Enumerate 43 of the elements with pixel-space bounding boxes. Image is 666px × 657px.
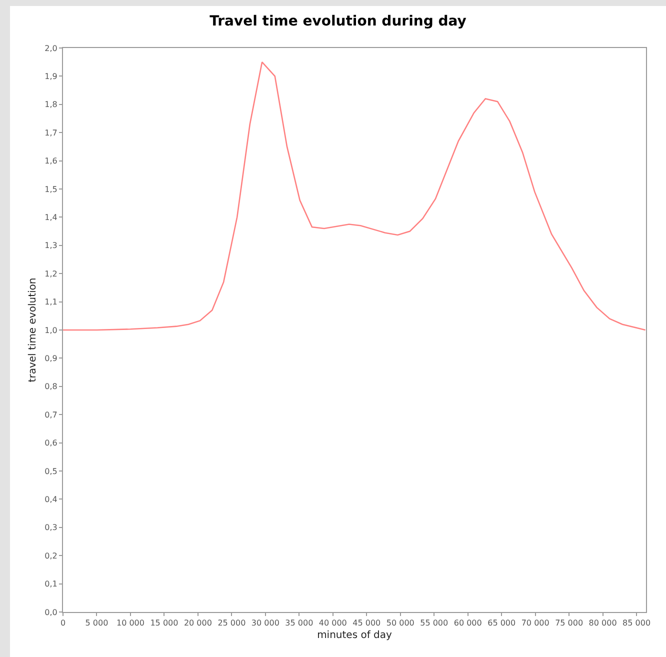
y-tick-label: 1,7: [44, 128, 58, 138]
y-tick-label: 1,0: [44, 326, 58, 335]
x-tick-label: 15 000: [150, 618, 178, 628]
x-tick-label: 80 000: [588, 618, 617, 628]
x-tick-label: 10 000: [116, 618, 144, 628]
line-series: [63, 61, 646, 331]
y-tick-label: 0,8: [44, 382, 58, 392]
y-tick-label: 1,9: [44, 72, 58, 81]
y-tick-label: 0,2: [44, 551, 58, 560]
x-tick-label: 55 000: [420, 618, 448, 628]
x-tick-label: 20 000: [184, 618, 212, 628]
x-tick-label: 0: [60, 618, 66, 628]
y-tick-label: 0,4: [44, 495, 58, 504]
y-tick-label: 1,1: [44, 298, 58, 307]
y-tick-label: 0,3: [44, 523, 58, 532]
y-tick-label: 1,6: [44, 156, 58, 166]
x-axis-title: minutes of day: [317, 630, 392, 642]
x-tick-label: 30 000: [251, 618, 280, 628]
y-tick-label: 2,0: [44, 44, 58, 53]
y-tick-label: 0,7: [44, 410, 58, 420]
y-tick-label: 1,8: [44, 100, 58, 110]
y-tick-label: 0,5: [44, 466, 58, 476]
x-tick-label: 70 000: [521, 618, 550, 628]
y-tick-label: 0,9: [44, 354, 58, 363]
y-tick-label: 0,6: [44, 438, 58, 448]
y-tick-label: 1,2: [44, 269, 58, 278]
y-tick-label: 1,4: [44, 213, 58, 222]
y-tick-label: 1,3: [44, 241, 58, 250]
x-tick-label: 40 000: [318, 618, 347, 628]
chart-title: Travel time evolution during day: [210, 14, 466, 30]
x-tick-label: 25 000: [218, 618, 246, 628]
y-tick-label: 0,1: [44, 580, 58, 589]
x-tick-label: 5 000: [85, 618, 108, 628]
x-tick-label: 85 000: [622, 618, 651, 628]
y-axis-title: travel time evolution: [28, 278, 39, 382]
x-tick-label: 35 000: [285, 618, 314, 628]
x-tick-label: 75 000: [555, 618, 584, 628]
y-tick-label: 0,0: [44, 608, 58, 617]
x-tick-label: 50 000: [386, 618, 414, 628]
x-tick-label: 60 000: [454, 618, 482, 628]
y-tick-label: 1,5: [44, 184, 58, 194]
x-tick-label: 45 000: [352, 618, 381, 628]
x-tick-label: 65 000: [488, 618, 516, 628]
